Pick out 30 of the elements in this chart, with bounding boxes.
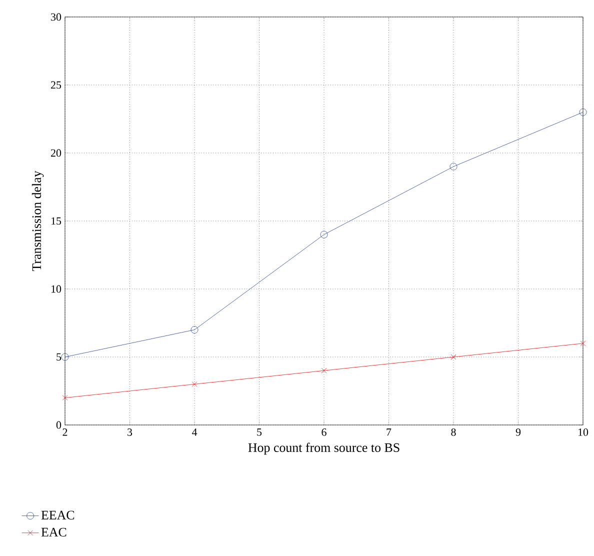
point [61, 353, 69, 361]
y-tick-label: 25 [51, 81, 62, 89]
x-tick-label: 10 [578, 428, 588, 436]
point [62, 395, 68, 400]
point [190, 326, 198, 334]
x-tick-label: 6 [322, 428, 326, 436]
legend-label: EAC [41, 528, 66, 537]
x-tick-label: 4 [192, 428, 198, 436]
y-axis-title: Transmission delay [32, 170, 44, 272]
point [450, 162, 458, 170]
y-tick-label: 30 [51, 13, 62, 21]
point [579, 108, 587, 116]
x-tick-label: 2 [62, 428, 68, 436]
legend-label: EEAC [41, 510, 74, 520]
point [192, 382, 198, 387]
y-tick-label: 15 [51, 217, 62, 225]
y-tick-label: 0 [56, 421, 62, 429]
y-tick-label: 10 [51, 285, 62, 293]
y-tick-label: 5 [56, 353, 62, 361]
x-tick-label: 3 [128, 428, 132, 436]
point [580, 340, 586, 346]
y-tick-label: 20 [51, 149, 62, 157]
x-tick-label: 5 [257, 428, 262, 436]
point [450, 354, 456, 360]
point [320, 230, 328, 238]
x-tick-label: 8 [451, 428, 456, 436]
point [321, 368, 327, 374]
x-axis-title: Hop count from source to BS [248, 442, 400, 455]
x-tick-label: 9 [516, 428, 521, 436]
x-tick-label: 7 [386, 428, 392, 436]
